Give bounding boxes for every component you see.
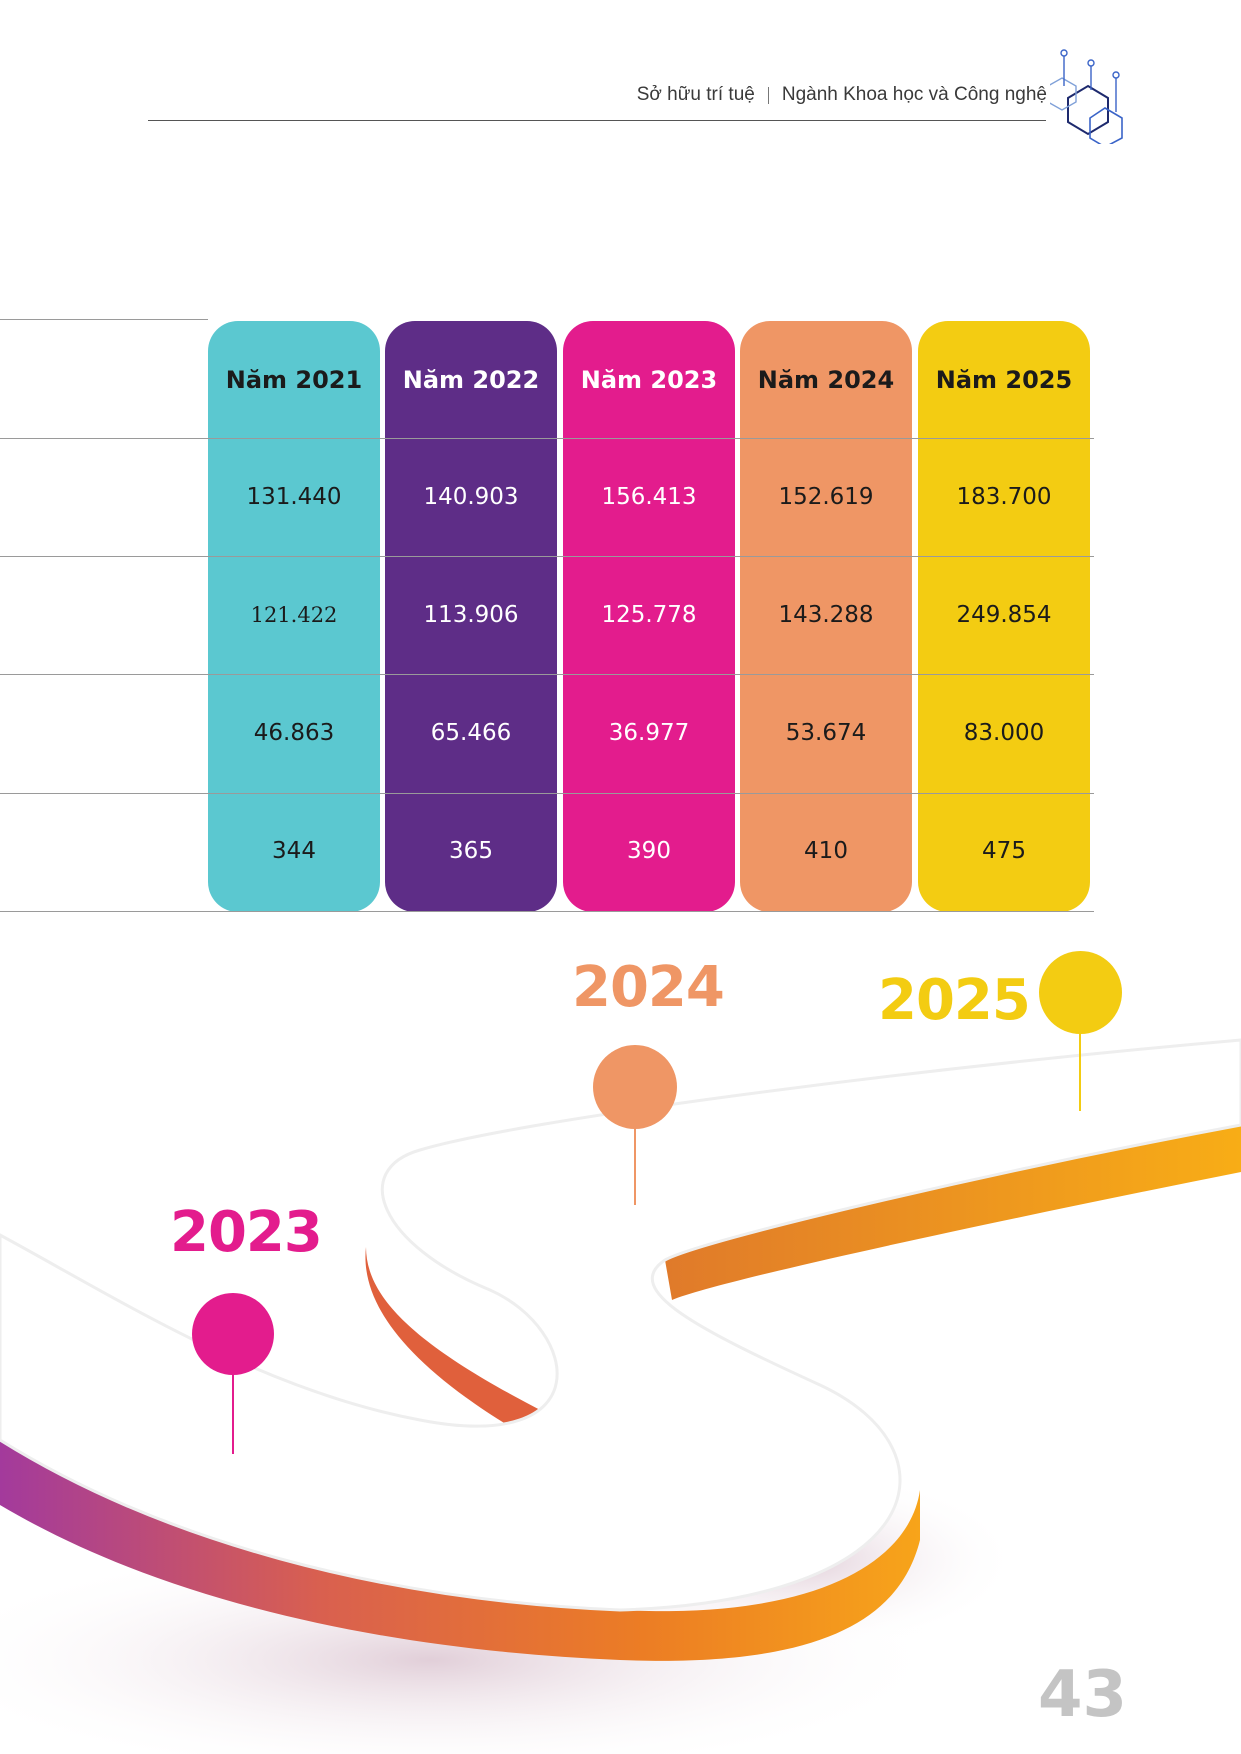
table-cell: 143.288 — [778, 602, 874, 628]
page-number: 43 — [1038, 1658, 1128, 1732]
column-year-2024: Năm 2024 152.619 143.288 53.674 410 — [740, 321, 912, 912]
row-divider — [0, 556, 1094, 557]
column-header: Năm 2023 — [580, 366, 718, 394]
header-chapter: Ngành Khoa học và Công nghệ — [781, 84, 1047, 105]
timeline-pin-stem — [232, 1372, 234, 1454]
header-separator — [767, 86, 769, 104]
row-divider — [0, 793, 1094, 794]
table-cell: 365 — [449, 838, 493, 864]
table-top-rule — [0, 319, 208, 320]
table-cell: 83.000 — [963, 720, 1045, 746]
table-cell: 249.854 — [956, 602, 1052, 628]
table-cell: 36.977 — [608, 720, 690, 746]
table-cell: 121.422 — [250, 603, 338, 627]
timeline-year-label: 2023 — [170, 1200, 323, 1265]
column-header: Năm 2022 — [402, 366, 540, 394]
table-cell: 152.619 — [778, 484, 874, 510]
table-cell: 390 — [627, 838, 671, 864]
table-cell: 125.778 — [601, 602, 697, 628]
table-cell: 156.413 — [601, 484, 697, 510]
table-cell: 65.466 — [430, 720, 512, 746]
table-cell: 140.903 — [423, 484, 519, 510]
table-cell: 183.700 — [956, 484, 1052, 510]
header-section: Sở hữu trí tuệ — [636, 84, 755, 105]
timeline-pin — [1039, 951, 1122, 1034]
timeline-pin-stem — [1079, 1031, 1081, 1111]
column-year-2021: Năm 2021 131.440 121.422 46.863 344 — [208, 321, 380, 912]
table-cell: 475 — [982, 838, 1026, 864]
row-divider — [0, 674, 1094, 675]
column-year-2025: Năm 2025 183.700 249.854 83.000 475 — [918, 321, 1090, 912]
column-header: Năm 2021 — [225, 366, 363, 394]
table-cell: 53.674 — [785, 720, 867, 746]
timeline-pin — [593, 1045, 677, 1129]
table-cell: 410 — [804, 838, 848, 864]
timeline-pin — [192, 1293, 274, 1375]
timeline-year-label: 2024 — [572, 955, 725, 1020]
timeline-year-label: 2025 — [878, 968, 1031, 1033]
header-rule — [148, 120, 1046, 121]
column-header: Năm 2024 — [757, 366, 895, 394]
table-cell: 131.440 — [246, 484, 342, 510]
timeline-pin-stem — [634, 1127, 636, 1205]
row-divider — [0, 911, 1094, 912]
table-cell: 46.863 — [253, 720, 335, 746]
column-year-2023: Năm 2023 156.413 125.778 36.977 390 — [563, 321, 735, 912]
table-cell: 344 — [272, 838, 316, 864]
row-divider — [0, 438, 1094, 439]
hexagon-circuit-icon — [1050, 49, 1123, 144]
column-year-2022: Năm 2022 140.903 113.906 65.466 365 — [385, 321, 557, 912]
running-header: Sở hữu trí tuệ Ngành Khoa học và Công ng… — [637, 84, 1047, 106]
table-cell: 113.906 — [423, 602, 519, 628]
column-header: Năm 2025 — [935, 366, 1073, 394]
